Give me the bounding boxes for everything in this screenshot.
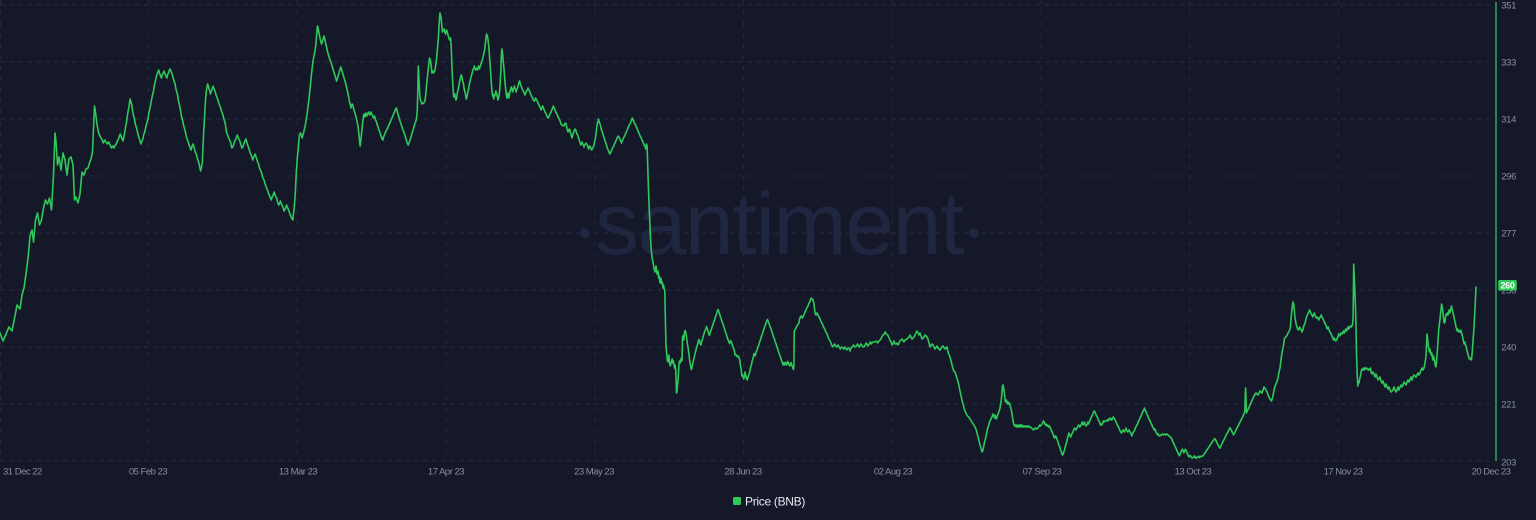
svg-text:203: 203 xyxy=(1501,458,1516,469)
svg-text:314: 314 xyxy=(1501,114,1516,125)
svg-text:20 Dec 23: 20 Dec 23 xyxy=(1472,467,1511,478)
svg-text:13 Mar 23: 13 Mar 23 xyxy=(279,467,317,478)
svg-text:Price (BNB): Price (BNB) xyxy=(745,495,805,509)
svg-text:260: 260 xyxy=(1500,280,1514,290)
svg-text:351: 351 xyxy=(1501,0,1516,11)
svg-text:296: 296 xyxy=(1501,171,1516,182)
svg-text:28 Jun 23: 28 Jun 23 xyxy=(724,467,761,478)
svg-text:258: 258 xyxy=(1501,285,1516,296)
svg-text:23 May 23: 23 May 23 xyxy=(574,467,614,478)
svg-text:277: 277 xyxy=(1501,228,1516,239)
svg-text:17 Nov 23: 17 Nov 23 xyxy=(1324,467,1363,478)
svg-text:17 Apr 23: 17 Apr 23 xyxy=(428,467,464,478)
svg-text:02 Aug 23: 02 Aug 23 xyxy=(874,467,913,478)
svg-text:333: 333 xyxy=(1501,57,1516,68)
svg-text:31 Dec 22: 31 Dec 22 xyxy=(3,467,42,478)
svg-text:13 Oct 23: 13 Oct 23 xyxy=(1175,467,1212,478)
svg-text:05 Feb 23: 05 Feb 23 xyxy=(129,467,167,478)
svg-text:221: 221 xyxy=(1501,399,1516,410)
svg-text:240: 240 xyxy=(1501,342,1516,353)
svg-text:santiment: santiment xyxy=(595,174,964,273)
svg-text:07 Sep 23: 07 Sep 23 xyxy=(1023,467,1062,478)
